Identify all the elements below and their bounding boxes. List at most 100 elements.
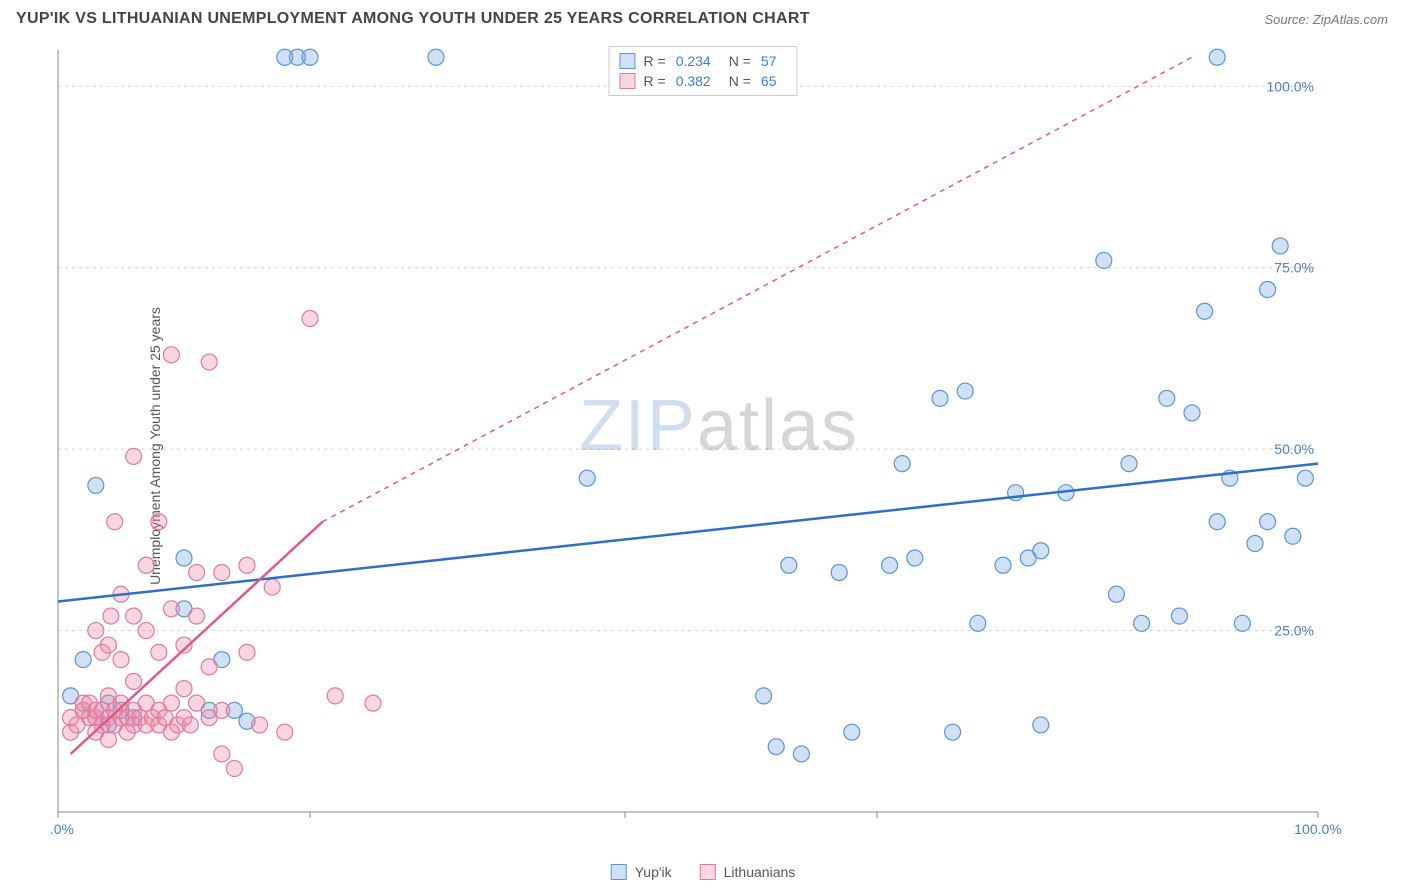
data-point [252, 717, 268, 733]
legend-r-value: 0.382 [676, 73, 711, 89]
scatter-chart-svg: 25.0% 50.0% 75.0% 100.0% 0.0% 100.0% [50, 42, 1388, 842]
legend-label: Lithuanians [724, 864, 796, 880]
data-point [1285, 528, 1301, 544]
data-point [103, 608, 119, 624]
data-point [189, 695, 205, 711]
data-point [201, 354, 217, 370]
data-point [182, 717, 198, 733]
legend-n-label: N = [729, 53, 751, 69]
legend-swatch [611, 864, 627, 880]
data-point [1033, 717, 1049, 733]
legend-row: R = 0.382 N = 65 [620, 71, 787, 91]
data-point [579, 470, 595, 486]
data-point [189, 565, 205, 581]
legend-r-label: R = [644, 53, 666, 69]
y-tick-label: 75.0% [1274, 260, 1314, 276]
data-point [1033, 543, 1049, 559]
data-point [970, 615, 986, 631]
chart-plot-area: 25.0%50.0%75.0%100.0%0.0%100.0% ZIPatlas [50, 42, 1388, 842]
series-legend: Yup'ik Lithuanians [611, 864, 796, 880]
legend-swatch [620, 73, 636, 89]
data-point [189, 608, 205, 624]
legend-n-value: 57 [761, 53, 777, 69]
data-point [239, 557, 255, 573]
data-point [126, 608, 142, 624]
trend-line-extrapolated [323, 57, 1192, 521]
data-point [1209, 49, 1225, 65]
data-point [126, 448, 142, 464]
data-point [277, 724, 293, 740]
data-point [151, 514, 167, 530]
data-point [214, 746, 230, 762]
chart-header: YUP'IK VS LITHUANIAN UNEMPLOYMENT AMONG … [0, 0, 1406, 34]
data-point [163, 601, 179, 617]
data-point [126, 673, 142, 689]
data-point [100, 731, 116, 747]
data-point [932, 390, 948, 406]
y-tick-label: 25.0% [1274, 623, 1314, 639]
legend-label: Yup'ik [635, 864, 672, 880]
data-point [138, 623, 154, 639]
data-point [113, 652, 129, 668]
data-point [302, 49, 318, 65]
data-point [1209, 514, 1225, 530]
data-point [1159, 390, 1175, 406]
legend-r-value: 0.234 [676, 53, 711, 69]
x-tick-label: 100.0% [1294, 821, 1341, 837]
data-point [214, 702, 230, 718]
legend-swatch [700, 864, 716, 880]
data-point [88, 477, 104, 493]
data-point [176, 681, 192, 697]
data-point [201, 659, 217, 675]
legend-item: Lithuanians [700, 864, 796, 880]
data-point [831, 565, 847, 581]
data-point [163, 695, 179, 711]
data-point [365, 695, 381, 711]
chart-source: Source: ZipAtlas.com [1264, 12, 1388, 27]
data-point [1260, 281, 1276, 297]
data-point [176, 550, 192, 566]
legend-r-label: R = [644, 73, 666, 89]
data-point [945, 724, 961, 740]
data-point [907, 550, 923, 566]
y-tick-label: 100.0% [1267, 78, 1314, 94]
data-point [882, 557, 898, 573]
data-point [756, 688, 772, 704]
data-point [1134, 615, 1150, 631]
legend-n-value: 65 [761, 73, 777, 89]
legend-row: R = 0.234 N = 57 [620, 51, 787, 71]
data-point [1171, 608, 1187, 624]
data-point [781, 557, 797, 573]
data-point [428, 49, 444, 65]
data-point [75, 652, 91, 668]
data-point [226, 760, 242, 776]
data-point [1096, 252, 1112, 268]
chart-title: YUP'IK VS LITHUANIAN UNEMPLOYMENT AMONG … [16, 10, 810, 28]
data-point [995, 557, 1011, 573]
data-point [302, 311, 318, 327]
trend-line [58, 464, 1318, 602]
data-point [1108, 586, 1124, 602]
data-point [214, 565, 230, 581]
data-point [1184, 405, 1200, 421]
data-point [264, 579, 280, 595]
data-point [1247, 535, 1263, 551]
data-point [88, 623, 104, 639]
legend-n-label: N = [729, 73, 751, 89]
data-point [107, 514, 123, 530]
data-point [793, 746, 809, 762]
data-point [894, 456, 910, 472]
data-point [163, 347, 179, 363]
data-point [1260, 514, 1276, 530]
data-point [327, 688, 343, 704]
x-tick-label: 0.0% [50, 821, 74, 837]
correlation-legend: R = 0.234 N = 57 R = 0.382 N = 65 [609, 46, 798, 96]
data-point [957, 383, 973, 399]
legend-item: Yup'ik [611, 864, 672, 880]
data-point [1297, 470, 1313, 486]
data-point [768, 739, 784, 755]
data-point [239, 644, 255, 660]
data-point [1121, 456, 1137, 472]
data-point [151, 644, 167, 660]
y-tick-label: 50.0% [1274, 441, 1314, 457]
